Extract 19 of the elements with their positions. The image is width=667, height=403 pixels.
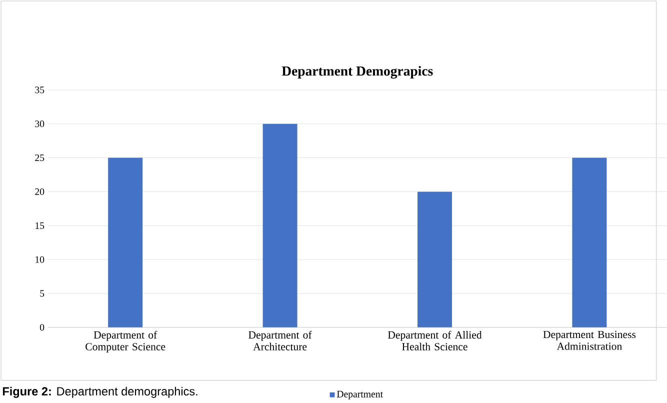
y-tick-label: 10: [36, 256, 44, 263]
bar: [572, 158, 607, 328]
y-tick-label: 25: [35, 154, 44, 162]
x-tick-label: Department of Computer Science: [86, 331, 166, 353]
y-tick-label: 15: [36, 222, 44, 230]
y-tick-label: 0: [40, 324, 44, 331]
chart-title: Department Demograpics: [282, 66, 433, 79]
x-tick-label: Department of Architecture: [248, 331, 312, 350]
legend-label: Department: [336, 391, 383, 400]
bar: [262, 124, 298, 328]
y-tick-label: 20: [35, 188, 44, 196]
text: Figure 2: Department demographics.: [2, 387, 198, 398]
x-tick-label: Department Business Administration: [543, 331, 636, 350]
x-tick-label: Department of Allied Health Science: [388, 331, 482, 350]
bar: [108, 158, 143, 328]
y-tick-label: 30: [35, 120, 44, 128]
y-tick-label: 35: [35, 86, 44, 94]
y-tick-label: 5: [40, 290, 44, 297]
bar: [417, 192, 452, 328]
